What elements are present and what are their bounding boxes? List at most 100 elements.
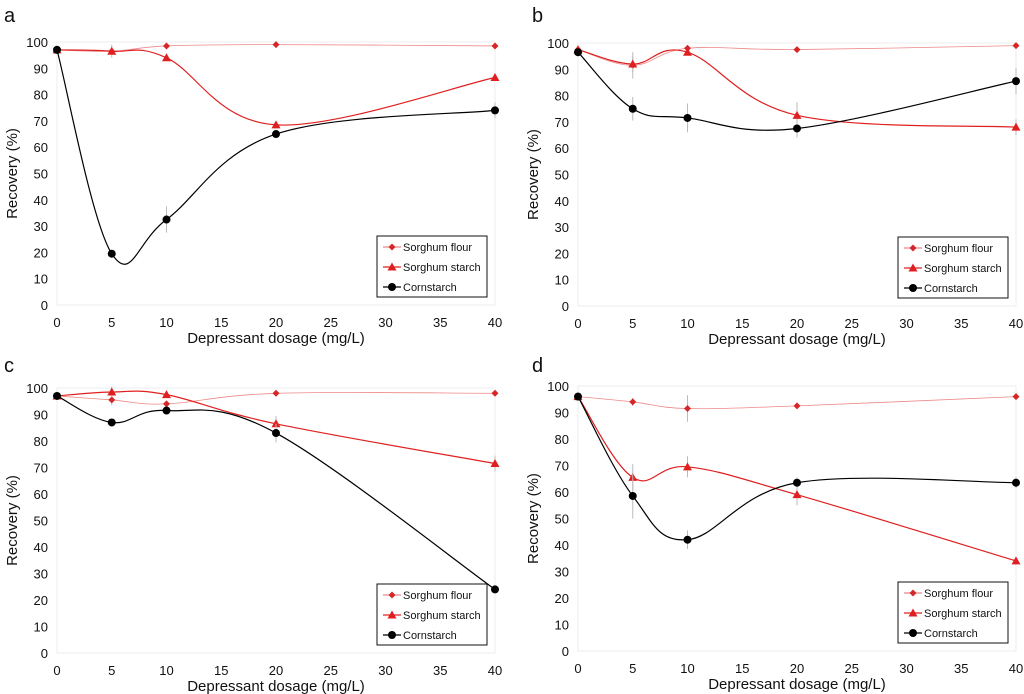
series-line [577, 48, 1017, 128]
y-tick-label: 60 [555, 485, 569, 500]
x-tick-label: 35 [954, 661, 968, 676]
series-line [56, 390, 496, 465]
x-tick-label: 0 [574, 316, 581, 331]
y-tick-label: 80 [34, 434, 48, 449]
data-point [491, 42, 499, 50]
x-tick-label: 25 [324, 663, 338, 678]
x-tick-label: 35 [433, 663, 447, 678]
x-tick-label: 40 [488, 663, 502, 678]
series-cornstarch [53, 391, 499, 594]
y-tick-label: 60 [555, 141, 569, 156]
data-point [792, 490, 802, 499]
data-point [628, 104, 637, 113]
y-tick-label: 20 [555, 246, 569, 261]
data-point [107, 249, 116, 258]
y-tick-label: 100 [547, 36, 569, 51]
data-point [793, 124, 801, 133]
panel-letter: b [532, 5, 543, 27]
panel-a: a 0 10 20 30 40 50 60 70 80 90 100 0 5 10 15 20 25 30 35 40 D… [4, 5, 502, 347]
x-tick-label: 15 [735, 316, 749, 331]
data-point [683, 535, 692, 544]
x-tick-label: 15 [214, 663, 228, 678]
y-tick-label: 20 [34, 593, 48, 608]
data-point [792, 110, 802, 119]
y-tick-label: 70 [34, 114, 48, 129]
panel-letter: d [532, 355, 543, 377]
y-tick-label: 80 [555, 89, 569, 104]
legend-marker [387, 262, 397, 271]
data-point [491, 106, 499, 115]
plot-frame [577, 385, 1017, 652]
data-point [574, 392, 582, 401]
data-point [683, 47, 692, 56]
y-tick-label: 80 [555, 432, 569, 447]
data-point [1012, 42, 1020, 50]
data-point [107, 418, 116, 427]
data-point [162, 215, 171, 224]
y-tick-label: 80 [34, 88, 48, 103]
x-tick-label: 35 [954, 316, 968, 331]
y-tick-label: 0 [562, 299, 569, 314]
x-tick-label: 30 [378, 315, 392, 330]
data-point [272, 429, 280, 438]
data-point [491, 389, 499, 397]
y-tick-label: 0 [41, 646, 48, 661]
data-point [163, 42, 170, 50]
x-tick-label: 5 [629, 316, 636, 331]
y-tick-label: 90 [34, 408, 48, 423]
data-point [1012, 77, 1020, 86]
data-point [53, 45, 61, 54]
x-tick-label: 15 [214, 315, 228, 330]
legend-label: Sorghum flour [403, 242, 472, 254]
y-tick-label: 30 [555, 565, 569, 580]
series-line [577, 396, 1017, 562]
data-point [628, 491, 637, 500]
y-tick-label: 70 [34, 461, 48, 476]
plot-frame [577, 42, 1017, 307]
legend-marker [909, 629, 917, 637]
y-tick-label: 40 [34, 540, 48, 555]
y-tick-label: 70 [555, 459, 569, 474]
legend-marker [908, 263, 918, 272]
data-point [793, 402, 801, 410]
series-sorghum-flour [574, 393, 1020, 422]
y-tick-label: 30 [34, 567, 48, 582]
x-tick-label: 30 [899, 316, 913, 331]
x-tick-label: 10 [159, 315, 173, 330]
data-point [1011, 122, 1021, 131]
x-axis-label: Depressant dosage (mg/L) [708, 676, 886, 693]
legend-marker [909, 244, 917, 252]
panel-letter: c [4, 355, 14, 377]
data-point [271, 419, 281, 428]
legend-marker [909, 284, 917, 292]
x-tick-label: 10 [159, 663, 173, 678]
y-tick-label: 60 [34, 487, 48, 502]
data-point [162, 390, 171, 399]
x-tick-label: 35 [433, 315, 447, 330]
x-tick-label: 5 [629, 661, 636, 676]
y-axis-label: Recovery (%) [4, 475, 21, 566]
x-tick-label: 0 [53, 315, 60, 330]
series-cornstarch [574, 392, 1020, 549]
data-point [1011, 556, 1021, 565]
x-axis-label: Depressant dosage (mg/L) [708, 331, 886, 348]
x-tick-label: 10 [680, 316, 694, 331]
series-line [577, 396, 1017, 541]
data-point [271, 120, 281, 129]
data-point [574, 48, 582, 57]
legend-label: Cornstarch [924, 628, 978, 640]
data-point [793, 478, 801, 487]
x-tick-label: 10 [680, 661, 694, 676]
x-axis-label: Depressant dosage (mg/L) [187, 330, 365, 347]
data-point [793, 46, 801, 54]
y-tick-label: 50 [555, 512, 569, 527]
x-tick-label: 25 [845, 316, 859, 331]
x-tick-label: 30 [899, 661, 913, 676]
y-tick-label: 40 [34, 193, 48, 208]
y-tick-label: 50 [555, 168, 569, 183]
panel-letter: a [4, 5, 16, 27]
data-point [628, 59, 638, 68]
panel-b: b 0 10 20 30 40 50 60 70 80 90 100 0 5 10 15 20 25 30 35 40 D… [525, 5, 1023, 348]
y-tick-label: 40 [555, 194, 569, 209]
